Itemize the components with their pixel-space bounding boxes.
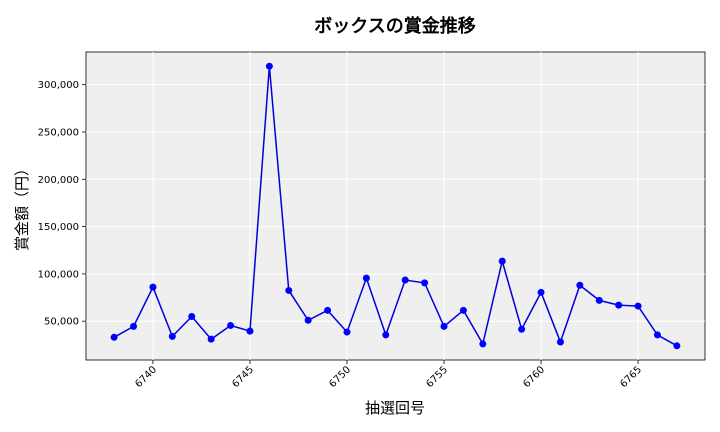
data-point bbox=[343, 328, 351, 336]
x-tick-label: 6760 bbox=[521, 364, 547, 390]
data-point bbox=[615, 301, 623, 309]
grid bbox=[86, 52, 705, 360]
data-point bbox=[634, 302, 642, 310]
data-point bbox=[576, 281, 584, 289]
data-point bbox=[653, 331, 661, 339]
data-point bbox=[227, 321, 235, 329]
series-line bbox=[113, 66, 678, 347]
data-point bbox=[673, 342, 681, 350]
x-axis-label: 抽選回号 bbox=[365, 399, 425, 417]
data-point bbox=[498, 257, 506, 265]
data-point bbox=[285, 286, 293, 294]
data-point bbox=[556, 338, 564, 346]
y-tick-label: 300,000 bbox=[38, 80, 79, 91]
x-tick-label: 6765 bbox=[618, 364, 644, 390]
data-point bbox=[207, 335, 215, 343]
data-point bbox=[168, 332, 176, 340]
x-tick-label: 6745 bbox=[230, 364, 256, 390]
data-point bbox=[382, 331, 390, 339]
series bbox=[110, 62, 681, 350]
plot-area bbox=[85, 51, 706, 361]
data-point bbox=[188, 312, 196, 320]
data-point bbox=[459, 306, 467, 314]
data-point bbox=[324, 306, 332, 314]
y-tick-label: 50,000 bbox=[44, 317, 79, 328]
data-point bbox=[518, 325, 526, 333]
x-axis: 6740 6745 6750 6755 6760 6765 bbox=[133, 360, 644, 390]
y-tick-label: 250,000 bbox=[38, 127, 79, 138]
data-point bbox=[421, 279, 429, 287]
y-tick-label: 150,000 bbox=[38, 222, 79, 233]
x-tick-label: 6755 bbox=[424, 364, 450, 390]
data-point bbox=[537, 288, 545, 296]
data-point bbox=[595, 296, 603, 304]
y-tick-label: 200,000 bbox=[38, 175, 79, 186]
data-point bbox=[246, 327, 254, 335]
data-point bbox=[401, 276, 409, 284]
y-axis-label: 賞金額（円） bbox=[13, 161, 31, 251]
data-point bbox=[265, 62, 273, 70]
x-tick-label: 6750 bbox=[327, 364, 353, 390]
data-point bbox=[362, 274, 370, 282]
data-point bbox=[440, 322, 448, 330]
x-tick-label: 6740 bbox=[133, 364, 159, 390]
chart-title: ボックスの賞金推移 bbox=[314, 15, 475, 37]
data-point bbox=[149, 283, 157, 291]
y-tick-label: 100,000 bbox=[38, 269, 79, 280]
data-point bbox=[304, 316, 312, 324]
y-axis: 50,000 100,000 150,000 200,000 250,000 300,00… bbox=[38, 80, 86, 328]
data-point bbox=[110, 333, 118, 341]
data-point bbox=[479, 340, 487, 348]
data-point bbox=[130, 322, 138, 330]
